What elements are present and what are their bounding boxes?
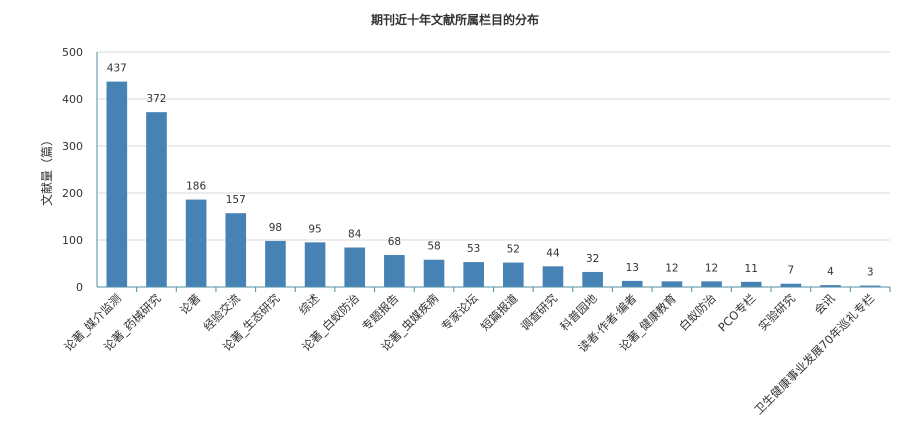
x-tick-label-11: 调查研究 bbox=[518, 291, 561, 334]
data-label-17: 7 bbox=[788, 265, 795, 277]
x-tick-label-18: 会讯 bbox=[811, 291, 838, 318]
bar-5 bbox=[304, 242, 326, 287]
bar-9 bbox=[463, 262, 484, 287]
grid-lines bbox=[97, 51, 890, 241]
data-labels: 437 372 186 157 98 95 84 68 58 53 52 44 32 13 12 12 11 7 4… bbox=[107, 63, 874, 279]
bar-10 bbox=[503, 262, 524, 287]
data-label-8: 58 bbox=[427, 241, 440, 253]
bar-8 bbox=[423, 259, 445, 287]
x-tick-label-15: 白蚁防治 bbox=[676, 291, 718, 333]
y-tick-label: 0 bbox=[76, 281, 83, 294]
data-label-0: 437 bbox=[107, 63, 127, 75]
data-label-9: 53 bbox=[467, 243, 480, 255]
data-label-16: 11 bbox=[745, 263, 758, 275]
bar-12 bbox=[582, 271, 603, 287]
bar-15 bbox=[701, 281, 722, 287]
data-label-3: 157 bbox=[226, 194, 246, 206]
y-tick-label: 200 bbox=[62, 187, 83, 200]
x-tick-label-17: 实验研究 bbox=[756, 291, 799, 334]
bar-2 bbox=[185, 199, 207, 287]
data-label-1: 372 bbox=[146, 93, 166, 105]
data-label-11: 44 bbox=[546, 247, 560, 259]
bar-4 bbox=[265, 240, 286, 287]
bar-0 bbox=[106, 81, 128, 287]
bar-14 bbox=[661, 281, 683, 287]
data-label-10: 52 bbox=[507, 244, 520, 256]
axes bbox=[96, 52, 891, 292]
bar-6 bbox=[344, 247, 366, 287]
bar-19 bbox=[859, 285, 881, 287]
bar-3 bbox=[225, 213, 247, 287]
bar-7 bbox=[384, 255, 405, 287]
y-tick-label: 100 bbox=[62, 234, 83, 247]
bar-18 bbox=[820, 285, 841, 287]
data-label-4: 98 bbox=[269, 222, 282, 234]
data-label-7: 68 bbox=[388, 236, 401, 248]
data-label-18: 4 bbox=[827, 266, 834, 278]
data-label-2: 186 bbox=[186, 181, 206, 193]
data-label-12: 32 bbox=[586, 253, 599, 265]
y-axis-label: 文献量（篇） bbox=[39, 134, 54, 206]
y-tick-label: 500 bbox=[62, 46, 83, 59]
data-label-13: 13 bbox=[626, 262, 639, 274]
bar-16 bbox=[740, 281, 762, 287]
bar-13 bbox=[621, 280, 643, 287]
chart-title: 期刊近十年文献所属栏目的分布 bbox=[371, 12, 539, 27]
y-tick-labels: 0 100 200 300 400 500 bbox=[62, 46, 83, 294]
x-tick-label-5: 综述 bbox=[296, 291, 323, 318]
x-tick-label-9: 专家论坛 bbox=[438, 291, 481, 334]
x-tick-label-16: PCO专栏 bbox=[715, 291, 758, 334]
y-tick-label: 400 bbox=[62, 93, 83, 106]
x-tick-label-10: 短篇报道 bbox=[478, 291, 521, 334]
bars bbox=[106, 81, 881, 287]
bar-11 bbox=[542, 266, 564, 287]
x-tick-label-2: 论著 bbox=[177, 291, 203, 317]
y-tick-label: 300 bbox=[62, 140, 83, 153]
bar-17 bbox=[780, 283, 802, 287]
data-label-15: 12 bbox=[705, 262, 718, 274]
data-label-19: 3 bbox=[867, 267, 874, 279]
data-label-14: 12 bbox=[665, 262, 678, 274]
bar-1 bbox=[146, 112, 167, 287]
data-label-5: 95 bbox=[308, 223, 321, 235]
data-label-6: 84 bbox=[348, 229, 362, 241]
